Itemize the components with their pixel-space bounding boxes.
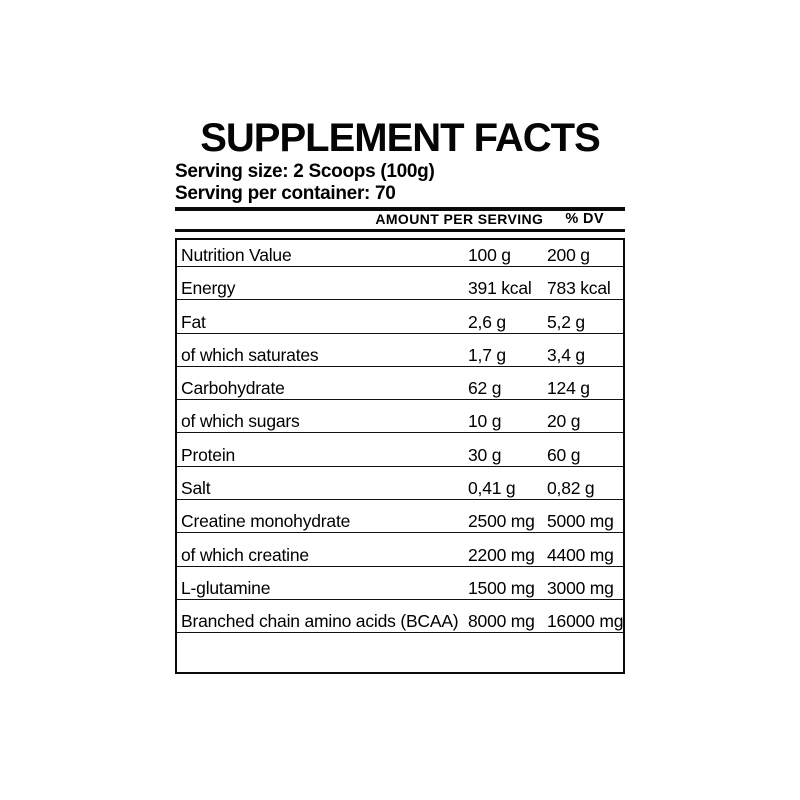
percent-dv-header: % DV xyxy=(565,211,604,227)
table-row: of which saturates 1,7 g 3,4 g xyxy=(177,334,623,367)
row-amount: 2500 mg xyxy=(468,511,535,532)
table-row: Branched chain amino acids (BCAA) 8000 m… xyxy=(177,600,624,634)
table-row: Carbohydrate 62 g 124 g xyxy=(177,367,623,401)
row-label: Nutrition Value xyxy=(181,245,292,265)
row-amount: 100 g xyxy=(468,245,511,265)
table-row: Protein 30 g 60 g xyxy=(177,433,623,467)
serving-per-container-text: Serving per container: 70 xyxy=(175,183,396,204)
serving-size-text: Serving size: 2 Scoops (100g) xyxy=(175,161,435,182)
row-label: Fat xyxy=(181,311,206,332)
row-label: Creatine monohydrate xyxy=(181,511,351,532)
table-row: Fat 2,6 g 5,2 g xyxy=(177,300,623,334)
table-column-headers: AMOUNT PER SERVING % DV xyxy=(175,211,625,229)
facts-table-bottom-space xyxy=(177,633,623,672)
row-amount: 1500 mg xyxy=(468,577,535,598)
row-dv: 5,2 g xyxy=(547,311,585,332)
row-dv: 16000 mg xyxy=(547,611,624,632)
row-label: L-glutamine xyxy=(181,577,271,598)
table-row: Energy 391 kcal 783 kcal xyxy=(177,267,623,301)
row-label: of which saturates xyxy=(181,344,319,365)
row-amount: 2,6 g xyxy=(468,311,506,332)
row-amount: 30 g xyxy=(468,444,502,465)
row-dv: 5000 mg xyxy=(547,511,614,532)
row-label: of which sugars xyxy=(181,411,300,432)
table-row: L-glutamine 1500 mg 3000 mg xyxy=(177,567,623,600)
row-label: Salt xyxy=(181,478,211,499)
row-amount: 8000 mg xyxy=(468,611,535,632)
table-row: Nutrition Value 100 g 200 g xyxy=(177,240,623,267)
supplement-facts-label: SUPPLEMENT FACTS Serving size: 2 Scoops … xyxy=(175,0,625,674)
row-dv: 0,82 g xyxy=(547,478,595,499)
table-row: Creatine monohydrate 2500 mg 5000 mg xyxy=(177,500,623,534)
row-amount: 0,41 g xyxy=(468,478,516,499)
facts-table: Nutrition Value 100 g 200 g Energy 391 k… xyxy=(175,238,625,674)
divider-thin xyxy=(175,229,625,232)
row-dv: 60 g xyxy=(547,444,581,465)
row-amount: 62 g xyxy=(468,378,502,399)
row-dv: 3000 mg xyxy=(547,577,614,598)
table-row: of which creatine 2200 mg 4400 mg xyxy=(177,533,623,567)
row-dv: 783 kcal xyxy=(547,278,611,299)
row-label: Branched chain amino acids (BCAA) xyxy=(181,611,459,632)
page-title: SUPPLEMENT FACTS xyxy=(200,116,601,160)
table-row: of which sugars 10 g 20 g xyxy=(177,400,623,434)
row-amount: 10 g xyxy=(468,411,502,432)
row-dv: 3,4 g xyxy=(547,344,585,365)
amount-per-serving-header: AMOUNT PER SERVING xyxy=(375,211,544,227)
row-dv: 200 g xyxy=(547,245,590,265)
row-dv: 124 g xyxy=(547,378,590,399)
divider-thick xyxy=(175,207,625,211)
row-amount: 2200 mg xyxy=(468,544,535,565)
row-label: Energy xyxy=(181,278,236,299)
row-dv: 4400 mg xyxy=(547,544,614,565)
row-label: Protein xyxy=(181,444,236,465)
row-label: Carbohydrate xyxy=(181,378,285,399)
row-amount: 1,7 g xyxy=(468,344,506,365)
table-row: Salt 0,41 g 0,82 g xyxy=(177,467,623,501)
row-amount: 391 kcal xyxy=(468,278,532,299)
row-label: of which creatine xyxy=(181,544,309,565)
row-dv: 20 g xyxy=(547,411,581,432)
